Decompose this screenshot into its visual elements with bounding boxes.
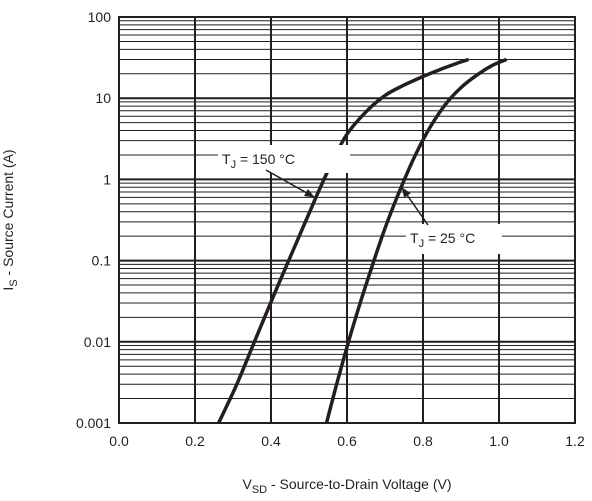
annotation-arrowhead bbox=[304, 189, 315, 198]
y-axis-title-main: I bbox=[0, 287, 16, 291]
y-tick-label: 100 bbox=[88, 9, 112, 25]
annotation-label-sub: J bbox=[231, 159, 237, 171]
annotation-label-rest: = 25 °C bbox=[424, 230, 475, 246]
annotation-label-main: T bbox=[410, 230, 419, 246]
annotation-label-sub: J bbox=[419, 238, 425, 250]
y-tick-label: 0.01 bbox=[84, 334, 111, 350]
annotation-label: TJ = 25 °C bbox=[410, 230, 475, 250]
series-line-1 bbox=[324, 57, 508, 424]
annotation-background bbox=[406, 224, 502, 254]
y-axis-title-sub: S bbox=[8, 279, 20, 286]
y-axis-title-rest: - Source Current (A) bbox=[0, 149, 16, 279]
y-tick-label: 0.001 bbox=[76, 415, 111, 431]
x-tick-label: 0.6 bbox=[337, 433, 357, 449]
x-tick-label: 0.4 bbox=[261, 433, 281, 449]
annotations: TJ = 150 °CTJ = 25 °C bbox=[218, 145, 502, 254]
grid bbox=[119, 17, 575, 423]
x-tick-label: 0.0 bbox=[109, 433, 129, 449]
y-tick-label: 10 bbox=[95, 90, 111, 106]
annotation-label-rest: = 150 °C bbox=[236, 151, 295, 167]
annotation-background bbox=[218, 145, 350, 173]
x-tick-label: 0.2 bbox=[185, 433, 205, 449]
annotation-arrowhead bbox=[401, 187, 411, 198]
x-tick-label: 1.2 bbox=[565, 433, 585, 449]
x-tick-label: 1.0 bbox=[489, 433, 509, 449]
annotation-label-main: T bbox=[222, 151, 231, 167]
y-tick-label: 1 bbox=[103, 171, 111, 187]
x-axis-title: VSD - Source-to-Drain Voltage (V) bbox=[242, 476, 451, 496]
tick-labels: 0.0 0.2 0.4 0.6 0.8 1.0 1.2 0.001 0.01 0.1 1 10 100 bbox=[76, 9, 585, 449]
x-axis-title-main: V bbox=[242, 476, 252, 492]
y-tick-label: 0.1 bbox=[92, 253, 112, 269]
annotation-label: TJ = 150 °C bbox=[222, 151, 295, 171]
x-axis-title-sub: SD bbox=[252, 484, 267, 496]
x-tick-label: 0.8 bbox=[413, 433, 433, 449]
plot-frame bbox=[118, 16, 576, 424]
x-axis-title-rest: - Source-to-Drain Voltage (V) bbox=[267, 476, 451, 492]
y-axis-title: IS - Source Current (A) bbox=[0, 149, 20, 290]
